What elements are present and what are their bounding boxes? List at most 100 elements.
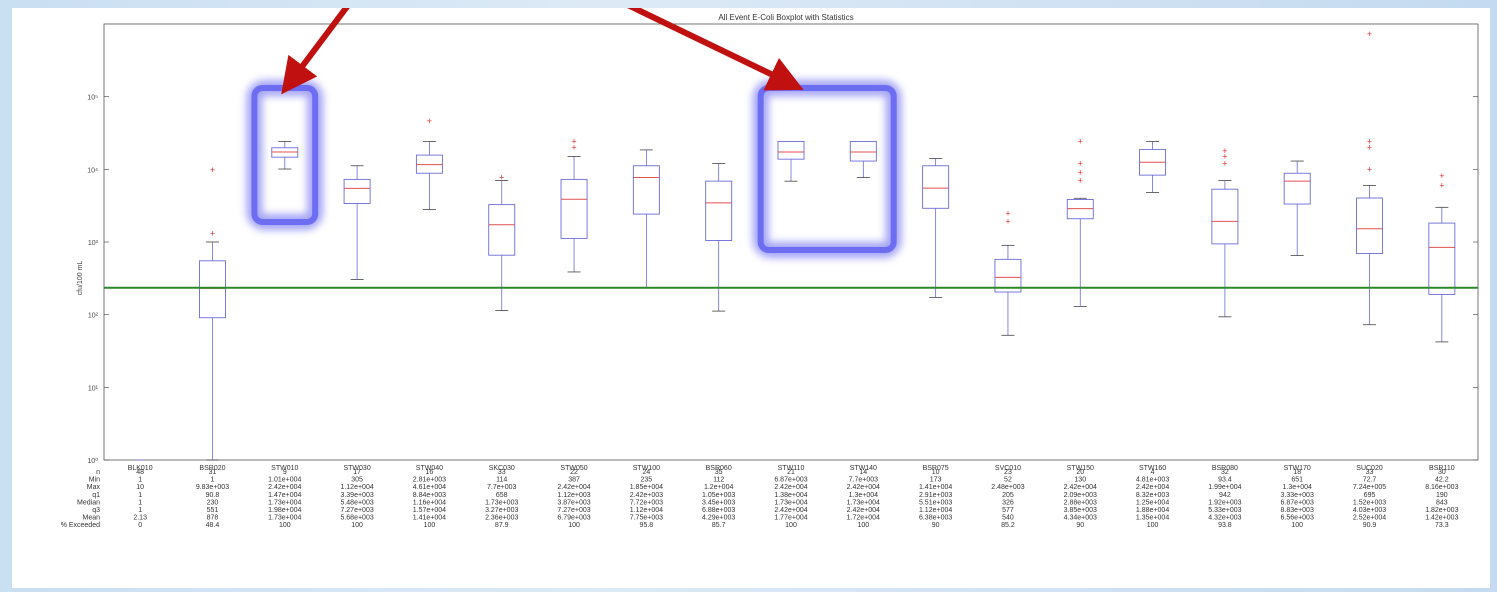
box-SKC030: + (488, 173, 516, 311)
stats-cell: 1.12e+004 (919, 507, 952, 514)
box-iqr (994, 258, 1022, 293)
stats-cell: 48.4 (206, 522, 220, 529)
box-iqr (632, 165, 660, 215)
stats-cell: 5.33e+003 (1208, 507, 1241, 514)
stats-cell: 7.7e+003 (849, 477, 878, 484)
arrow-right (627, 8, 804, 91)
stats-cell: 540 (1002, 515, 1014, 522)
stats-table: n 48 31 9 17 16 33 22 24 35 21 14 10 23 20 4 32 18 33 30Min… (61, 465, 1459, 529)
stats-cell: 6.56e+003 (1281, 515, 1314, 522)
stats-cell: 1.92e+003 (1208, 499, 1241, 506)
category-label: STW100 (633, 465, 660, 472)
stats-cell: 10 (932, 469, 940, 476)
stats-cell: 1.2e+004 (704, 484, 733, 491)
stats-cell: 2.91e+003 (919, 492, 952, 499)
outlier: + (1078, 159, 1083, 169)
box-STW040: + (415, 116, 443, 210)
stats-cell: 4.29e+003 (702, 515, 735, 522)
category-label: STW160 (1139, 465, 1166, 472)
stats-cell: 1.38e+004 (774, 492, 807, 499)
stats-cell: 1.05e+003 (702, 492, 735, 499)
stats-cell: 8.84e+003 (413, 492, 446, 499)
category-label: STW010 (271, 465, 298, 472)
stats-cell: 2.42e+004 (557, 484, 590, 491)
highlight-frame (757, 85, 897, 253)
y-tick-label: 10⁰ (87, 457, 98, 465)
stats-cell: 1.57e+004 (413, 507, 446, 514)
box-BSR020: ++ (199, 165, 226, 461)
outlier: + (210, 165, 215, 175)
stats-cell: 2.42e+004 (1136, 484, 1169, 491)
stats-cell: 4.34e+003 (1064, 515, 1097, 522)
stats-cell: 326 (1002, 499, 1014, 506)
stats-cell: 942 (1219, 492, 1231, 499)
category-label: SKC030 (489, 465, 515, 472)
stats-cell: 85.2 (1001, 522, 1015, 529)
stats-row-label: q3 (92, 507, 100, 514)
stats-cell: 95.8 (640, 522, 654, 529)
stats-cell: 2.48e+003 (991, 484, 1024, 491)
category-label: STW110 (778, 465, 805, 472)
box-iqr (1428, 222, 1456, 295)
stats-cell: 173 (930, 477, 942, 484)
box-STW150: ++++ (1066, 136, 1094, 307)
stats-cell: 7.7e+003 (487, 484, 516, 491)
stats-cell: 72.7 (1363, 477, 1377, 484)
box-iqr (922, 165, 950, 209)
stats-cell: 1 (138, 477, 142, 484)
boxes-layer: +++++++++++++++++++++ (136, 29, 1456, 461)
stats-cell: 2.36e+003 (485, 515, 518, 522)
stats-cell: 0 (138, 522, 142, 529)
stats-cell: 7.72e+003 (630, 499, 663, 506)
category-label: BSR080 (1212, 465, 1238, 472)
stats-cell: 3.33e+003 (1281, 492, 1314, 499)
stats-cell: 100 (351, 522, 363, 529)
stats-row-label: % Exceeded (61, 522, 100, 529)
stats-cell: 3.27e+003 (485, 507, 518, 514)
category-label: STW170 (1284, 465, 1311, 472)
stats-cell: 5.68e+003 (340, 515, 373, 522)
stats-cell: 1.12e+004 (630, 507, 663, 514)
box-STW110 (777, 140, 805, 182)
stats-cell: 17 (353, 469, 361, 476)
stats-cell: 1.01e+004 (268, 477, 301, 484)
stats-cell: 1 (138, 507, 142, 514)
stats-cell: 1.73e+004 (268, 499, 301, 506)
chart-title: All Event E-Coli Boxplot with Statistics (718, 13, 853, 22)
stats-cell: 130 (1074, 477, 1086, 484)
stats-row-label: Min (89, 477, 100, 484)
plot-frame: 10⁰ 10¹ 10² 10³ 10⁴ 10⁵ (87, 23, 1479, 465)
outlier: + (499, 173, 504, 183)
stats-cell: 4.03e+003 (1353, 507, 1386, 514)
stats-cell: 1.72e+004 (847, 515, 880, 522)
stats-cell: 31 (209, 469, 217, 476)
stats-cell: 5.48e+003 (340, 499, 373, 506)
box-iqr (705, 180, 733, 241)
stats-cell: 3.39e+003 (340, 492, 373, 499)
box-BSR060 (705, 163, 733, 312)
stats-cell: 190 (1436, 492, 1448, 499)
stats-cell: 387 (568, 477, 580, 484)
box-iqr (1283, 172, 1311, 205)
stats-cell: 90 (1076, 522, 1084, 529)
stats-cell: 112 (713, 477, 724, 484)
y-tick-label: 10³ (88, 240, 99, 247)
outlier: + (571, 136, 576, 146)
y-tick-label: 10⁴ (87, 167, 98, 174)
stats-row-label: Median (77, 499, 100, 506)
stats-cell: 2.42e+004 (847, 507, 880, 514)
box-STW010 (271, 141, 299, 170)
stats-cell: 1.42e+003 (1425, 515, 1458, 522)
outlier: + (1078, 176, 1083, 186)
stats-cell: 2.42e+004 (1064, 484, 1097, 491)
stats-cell: 48 (136, 469, 144, 476)
stats-cell: 2.09e+003 (1064, 492, 1097, 499)
stats-cell: 7.75e+003 (630, 515, 663, 522)
stats-cell: 2.42e+004 (774, 484, 807, 491)
stats-cell: 1.73e+004 (847, 499, 880, 506)
stats-cell: 18 (1293, 469, 1301, 476)
outlier: + (1222, 152, 1227, 162)
stats-cell: 4.32e+003 (1208, 515, 1241, 522)
stats-cell: 1.41e+004 (919, 484, 952, 491)
